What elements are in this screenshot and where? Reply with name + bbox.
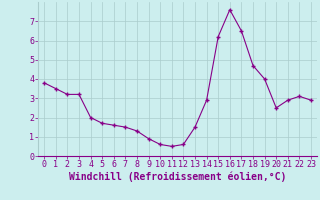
X-axis label: Windchill (Refroidissement éolien,°C): Windchill (Refroidissement éolien,°C) (69, 172, 286, 182)
